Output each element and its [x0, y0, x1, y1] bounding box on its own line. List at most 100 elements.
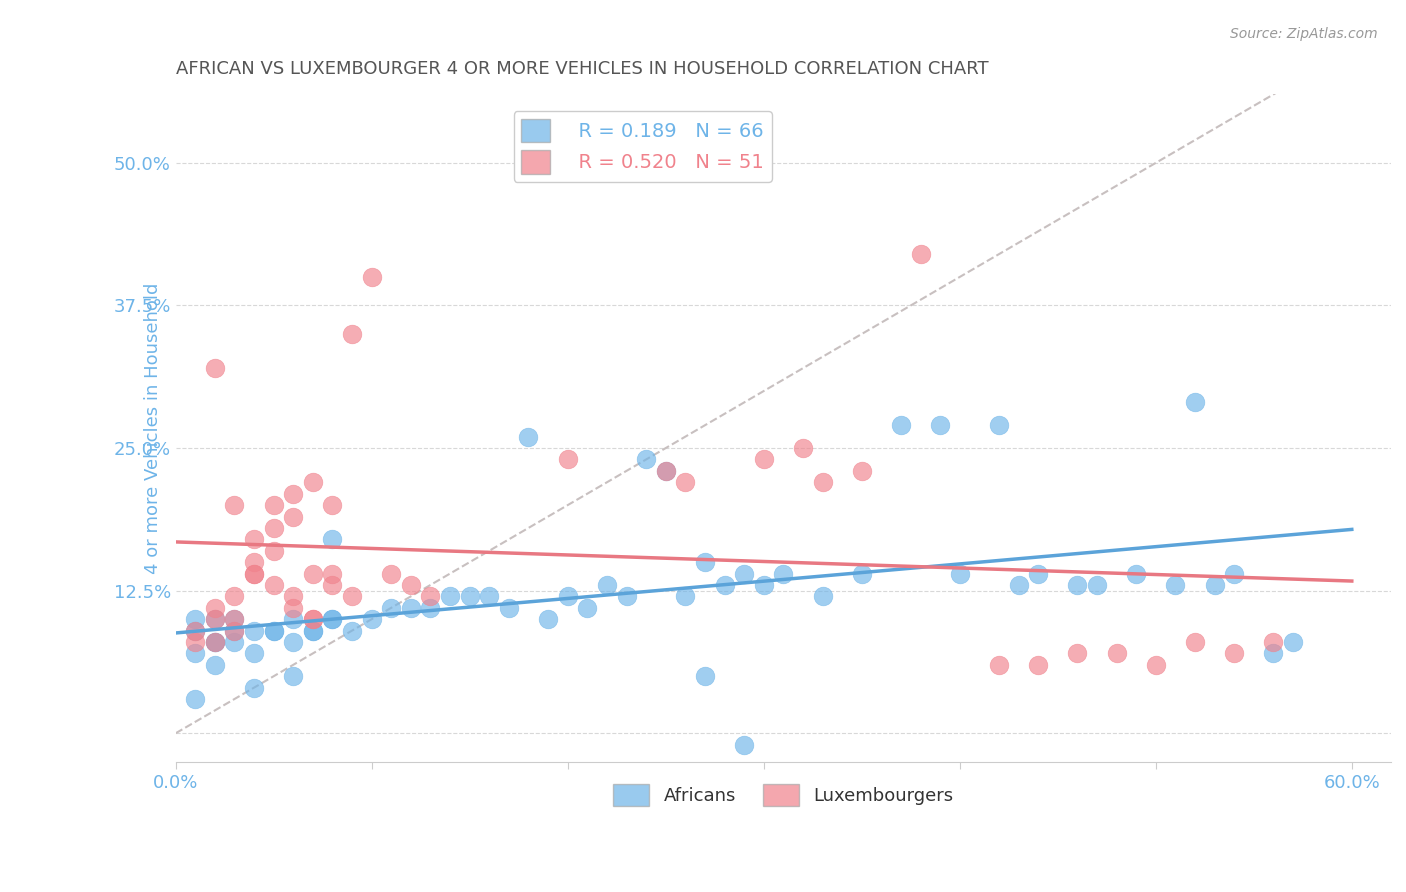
Point: [283, 509, 305, 524]
Point: [243, 566, 266, 581]
Point: [224, 612, 246, 626]
Point: [283, 635, 305, 649]
Point: [811, 475, 834, 490]
Point: [399, 600, 422, 615]
Point: [380, 566, 402, 581]
Point: [1066, 647, 1088, 661]
Point: [1223, 566, 1246, 581]
Point: [1282, 635, 1305, 649]
Point: [263, 624, 285, 638]
Point: [321, 566, 343, 581]
Point: [987, 657, 1010, 672]
Point: [184, 635, 207, 649]
Point: [224, 624, 246, 638]
Point: [752, 578, 775, 592]
Point: [557, 452, 579, 467]
Point: [1105, 647, 1128, 661]
Text: AFRICAN VS LUXEMBOURGER 4 OR MORE VEHICLES IN HOUSEHOLD CORRELATION CHART: AFRICAN VS LUXEMBOURGER 4 OR MORE VEHICL…: [176, 60, 988, 78]
Point: [733, 566, 755, 581]
Point: [673, 475, 696, 490]
Point: [1026, 657, 1049, 672]
Point: [360, 612, 382, 626]
Point: [498, 600, 520, 615]
Point: [302, 612, 325, 626]
Point: [1184, 395, 1206, 409]
Point: [204, 361, 226, 376]
Point: [283, 486, 305, 500]
Point: [557, 590, 579, 604]
Point: [673, 590, 696, 604]
Point: [204, 657, 226, 672]
Point: [478, 590, 501, 604]
Point: [517, 430, 540, 444]
Point: [263, 578, 285, 592]
Point: [204, 635, 226, 649]
Point: [321, 612, 343, 626]
Point: [811, 590, 834, 604]
Point: [243, 624, 266, 638]
Point: [243, 555, 266, 569]
Point: [263, 543, 285, 558]
Point: [283, 600, 305, 615]
Point: [1007, 578, 1029, 592]
Point: [654, 464, 676, 478]
Point: [693, 555, 716, 569]
Point: [733, 738, 755, 752]
Point: [204, 635, 226, 649]
Point: [340, 326, 363, 341]
Point: [243, 681, 266, 695]
Point: [263, 498, 285, 512]
Point: [693, 669, 716, 683]
Point: [224, 612, 246, 626]
Point: [1204, 578, 1226, 592]
Point: [1085, 578, 1108, 592]
Point: [537, 612, 560, 626]
Point: [752, 452, 775, 467]
Point: [204, 600, 226, 615]
Point: [851, 566, 873, 581]
Point: [851, 464, 873, 478]
Point: [340, 624, 363, 638]
Point: [184, 624, 207, 638]
Point: [1184, 635, 1206, 649]
Point: [302, 475, 325, 490]
Point: [302, 612, 325, 626]
Point: [184, 612, 207, 626]
Point: [263, 624, 285, 638]
Point: [1263, 647, 1285, 661]
Point: [1263, 635, 1285, 649]
Point: [184, 624, 207, 638]
Point: [204, 612, 226, 626]
Point: [949, 566, 972, 581]
Point: [224, 624, 246, 638]
Point: [321, 612, 343, 626]
Point: [792, 441, 814, 455]
Point: [243, 533, 266, 547]
Point: [654, 464, 676, 478]
Point: [321, 578, 343, 592]
Point: [616, 590, 638, 604]
Point: [596, 578, 619, 592]
Point: [263, 521, 285, 535]
Point: [184, 647, 207, 661]
Point: [399, 578, 422, 592]
Point: [302, 624, 325, 638]
Point: [283, 590, 305, 604]
Legend: Africans, Luxembourgers: Africans, Luxembourgers: [606, 776, 960, 813]
Point: [340, 590, 363, 604]
Point: [204, 635, 226, 649]
Point: [1125, 566, 1147, 581]
Point: [987, 418, 1010, 433]
Y-axis label: 4 or more Vehicles in Household: 4 or more Vehicles in Household: [143, 283, 162, 574]
Point: [360, 269, 382, 284]
Point: [302, 566, 325, 581]
Point: [576, 600, 599, 615]
Point: [224, 590, 246, 604]
Point: [419, 600, 441, 615]
Point: [419, 590, 441, 604]
Point: [1144, 657, 1167, 672]
Point: [321, 498, 343, 512]
Point: [458, 590, 481, 604]
Point: [1026, 566, 1049, 581]
Point: [380, 600, 402, 615]
